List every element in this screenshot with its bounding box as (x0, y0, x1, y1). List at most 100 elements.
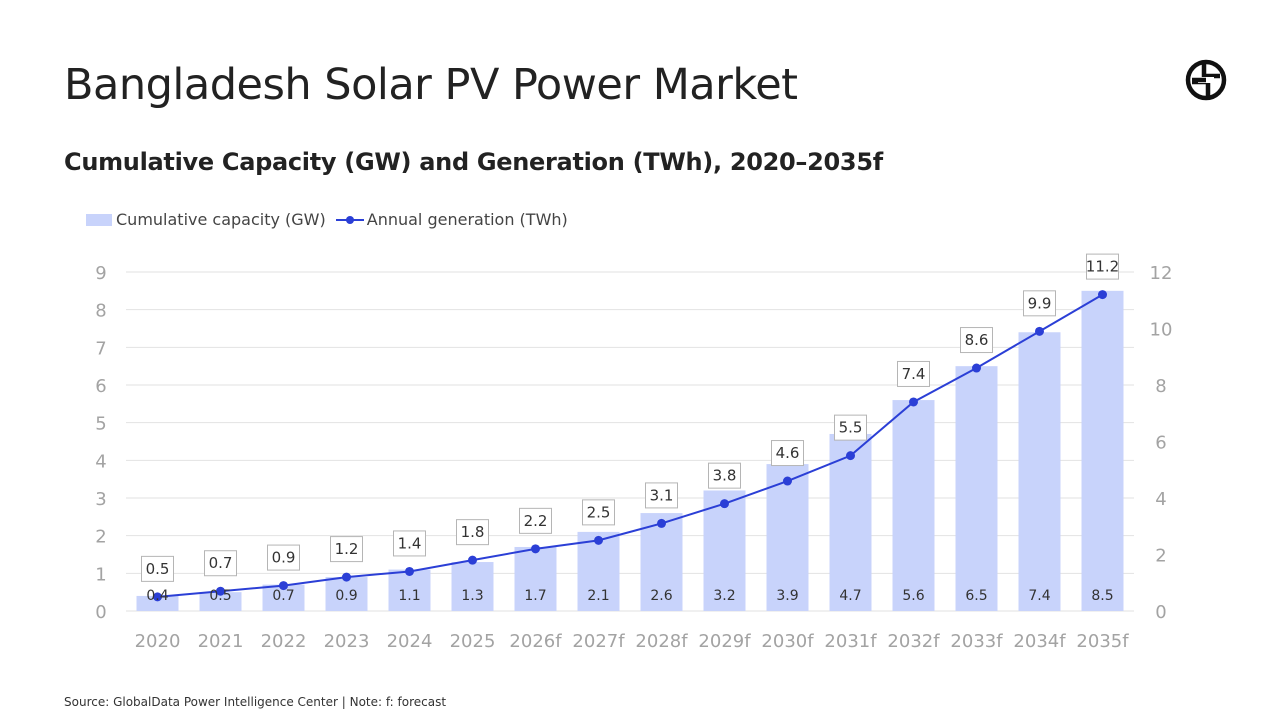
generation-label-box (897, 360, 930, 387)
y-left-tick-label: 1 (95, 564, 106, 585)
generation-point (153, 592, 162, 602)
generation-data-label: 11.2 (1086, 258, 1119, 276)
generation-data-label: 0.9 (272, 549, 296, 567)
x-tick-label: 2026f (509, 631, 562, 652)
generation-point (1098, 290, 1107, 300)
capacity-data-label: 8.5 (1091, 588, 1113, 604)
x-tick-label: 2028f (635, 631, 688, 652)
generation-data-label: 2.2 (524, 512, 548, 530)
capacity-bar (577, 531, 620, 611)
generation-point (1035, 326, 1044, 336)
generation-point (468, 555, 477, 565)
capacity-data-label: 7.4 (1028, 588, 1050, 604)
y-right-tick-label: 2 (1155, 546, 1166, 567)
generation-label-box (267, 544, 300, 571)
generation-point (531, 544, 540, 554)
generation-data-label: 7.4 (902, 365, 926, 383)
y-right-tick-label: 4 (1155, 489, 1166, 510)
chart-legend: Cumulative capacity (GW) Annual generati… (86, 210, 578, 229)
generation-data-label: 9.9 (1028, 294, 1052, 312)
generation-label-box (1023, 290, 1056, 317)
capacity-data-label: 0.9 (335, 588, 357, 604)
generation-label-box (519, 507, 552, 534)
capacity-data-label: 1.3 (461, 588, 483, 604)
x-tick-label: 2021 (198, 631, 244, 652)
capacity-data-label: 0.4 (146, 588, 168, 604)
y-right-tick-label: 12 (1150, 263, 1173, 284)
generation-data-label: 8.6 (965, 331, 989, 349)
capacity-bar (388, 569, 431, 611)
capacity-data-label: 2.6 (650, 588, 672, 604)
generation-data-label: 3.8 (713, 467, 737, 485)
capacity-bar (703, 490, 746, 611)
x-tick-label: 2030f (761, 631, 814, 652)
generation-label-box (456, 519, 489, 546)
generation-label-box (771, 440, 804, 467)
x-tick-label: 2029f (698, 631, 751, 652)
x-tick-label: 2034f (1013, 631, 1066, 652)
y-left-tick-label: 0 (95, 602, 106, 623)
generation-point (405, 566, 414, 576)
generation-data-label: 1.8 (461, 523, 485, 541)
y-right-tick-label: 10 (1150, 320, 1173, 341)
capacity-bar (451, 562, 494, 611)
generation-point (657, 518, 666, 528)
capacity-bar (199, 592, 242, 611)
x-tick-label: 2027f (572, 631, 625, 652)
generation-point (846, 451, 855, 461)
x-tick-label: 2024 (387, 631, 433, 652)
legend-bar-swatch (86, 213, 112, 226)
capacity-bar (1018, 332, 1061, 611)
capacity-bar (829, 433, 872, 611)
generation-data-label: 0.7 (209, 554, 233, 572)
generation-label-box (141, 555, 174, 582)
capacity-data-label: 1.7 (524, 588, 546, 604)
legend-label-generation: Annual generation (TWh) (366, 210, 568, 229)
generation-point (216, 586, 225, 596)
generation-data-label: 5.5 (839, 419, 863, 437)
capacity-bar (514, 546, 557, 611)
y-left-tick-label: 5 (95, 414, 106, 435)
y-right-tick-label: 8 (1155, 376, 1166, 397)
y-right-tick-label: 6 (1155, 433, 1166, 454)
generation-label-box (393, 530, 426, 557)
capacity-data-label: 1.1 (398, 588, 420, 604)
generation-label-box (1086, 253, 1119, 280)
capacity-data-label: 4.7 (839, 588, 861, 604)
capacity-bar (1081, 290, 1124, 611)
generation-data-label: 1.4 (398, 534, 422, 552)
chart-subtitle: Cumulative Capacity (GW) and Generation … (64, 148, 883, 176)
y-left-tick-label: 4 (95, 451, 106, 472)
page-title: Bangladesh Solar PV Power Market (64, 60, 798, 110)
capacity-bar (766, 464, 809, 611)
y-left-tick-label: 3 (95, 489, 106, 510)
capacity-bar (325, 577, 368, 611)
capacity-bar (955, 366, 998, 611)
globaldata-logo-icon (1185, 59, 1227, 101)
generation-point (783, 476, 792, 486)
generation-point (594, 535, 603, 545)
generation-label-box (330, 536, 363, 563)
y-left-tick-label: 8 (95, 301, 106, 322)
legend-item-generation: Annual generation (TWh) (335, 210, 568, 229)
generation-data-label: 3.1 (650, 486, 674, 504)
capacity-data-label: 0.7 (272, 588, 294, 604)
generation-line (157, 293, 1104, 598)
generation-point (972, 363, 981, 373)
y-left-tick-label: 7 (95, 338, 106, 359)
y-right-tick-label: 0 (1155, 602, 1166, 623)
x-tick-label: 2032f (887, 631, 940, 652)
capacity-data-label: 5.6 (902, 588, 924, 604)
capacity-data-label: 3.9 (776, 588, 798, 604)
capacity-data-label: 6.5 (965, 588, 987, 604)
y-left-tick-label: 9 (95, 263, 106, 284)
y-left-tick-label: 2 (95, 527, 106, 548)
generation-label-box (708, 462, 741, 489)
x-tick-label: 2035f (1076, 631, 1129, 652)
generation-label-box (834, 414, 867, 441)
generation-point (342, 572, 351, 582)
capacity-data-label: 0.5 (209, 588, 231, 604)
generation-point (909, 397, 918, 407)
generation-label-box (582, 499, 615, 526)
